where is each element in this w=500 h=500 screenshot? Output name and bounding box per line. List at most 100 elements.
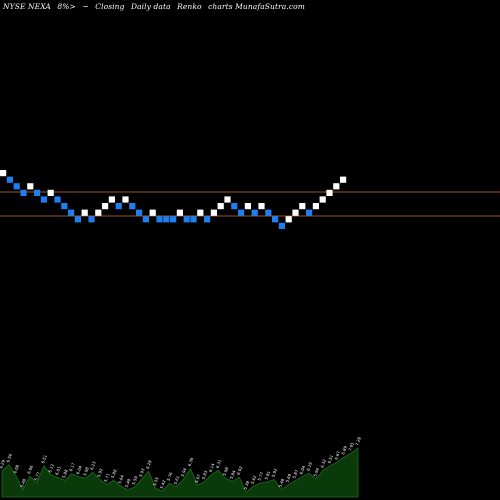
renko-brick-up: [333, 183, 340, 190]
renko-brick-down: [136, 209, 143, 216]
renko-brick-down: [278, 222, 285, 229]
volume-label: 5.55: [152, 476, 160, 487]
volume-label: 6.23: [89, 460, 97, 471]
renko-brick-down: [129, 203, 136, 210]
volume-label: 5.77: [257, 471, 265, 482]
volume-label: 6.56: [5, 453, 13, 464]
renko-brick-up: [108, 196, 115, 203]
volume-label: 5.88: [61, 468, 69, 479]
volume-label: 5.98: [82, 466, 90, 477]
renko-brick-down: [34, 189, 41, 196]
renko-brick-up: [340, 176, 347, 183]
renko-brick-up: [285, 216, 292, 223]
volume-label: 5.88: [110, 468, 118, 479]
arrow-label: ~: [82, 2, 89, 11]
volume-label: 7.28: [354, 436, 362, 447]
renko-brick-up: [217, 203, 224, 210]
volume-label: 5.64: [117, 474, 125, 485]
volume-label: 6.51: [40, 454, 48, 465]
chart-kind-label: Renko: [177, 2, 202, 11]
volume-label: 5.77: [33, 471, 41, 482]
renko-brick-down: [40, 196, 47, 203]
renko-brick-down: [13, 183, 20, 190]
renko-brick-down: [68, 209, 75, 216]
volume-label: 5.94: [180, 467, 188, 478]
renko-brick-up: [258, 203, 265, 210]
volume-label: 5.59: [131, 475, 139, 486]
renko-brick-up: [95, 209, 102, 216]
volume-label: 5.48: [277, 478, 285, 489]
volume-label: 5.67: [194, 473, 202, 484]
volume-label: 6.51: [326, 454, 334, 465]
renko-brick-up: [224, 196, 231, 203]
renko-brick-up: [244, 203, 251, 210]
renko-brick-up: [27, 183, 34, 190]
volume-label: 5.84: [229, 469, 237, 480]
volume-label: 5.38: [243, 480, 251, 491]
volume-label: 6.89: [340, 445, 348, 456]
reference-lines: [0, 191, 500, 217]
volume-label: 6.17: [68, 462, 76, 473]
volume-label: 5.92: [270, 467, 278, 478]
renko-brick-up: [102, 203, 109, 210]
chart-header: NYSE NEXA 8%> ~ Closing Daily data Renko…: [3, 2, 309, 11]
volume-label: 5.48: [19, 478, 27, 489]
volume-label: 6.06: [26, 464, 34, 475]
volume-label: 5.42: [159, 479, 167, 490]
volume-label: 5.83: [201, 469, 209, 480]
volume-label: 6.01: [54, 465, 62, 476]
renko-brick-up: [326, 189, 333, 196]
renko-brick-down: [190, 216, 197, 223]
volume-label: 6.02: [236, 465, 244, 476]
period-label: Daily data: [130, 2, 171, 11]
renko-brick-down: [265, 209, 272, 216]
renko-brick-down: [54, 196, 61, 203]
volume-label: 5.69: [284, 473, 292, 484]
renko-brick-down: [238, 209, 245, 216]
renko-brick-down: [115, 203, 122, 210]
renko-brick-down: [231, 203, 238, 210]
renko-brick-down: [74, 216, 81, 223]
renko-brick-down: [88, 216, 95, 223]
volume-label: 7.05: [347, 441, 355, 452]
volume-label: 6.29: [0, 459, 6, 470]
volume-label: 5.62: [250, 474, 258, 485]
volume-label: 5.87: [291, 469, 299, 480]
renko-brick-down: [6, 176, 13, 183]
pct-label: 8%>: [57, 2, 76, 11]
volume-label: 6.04: [298, 465, 306, 476]
renko-brick-down: [251, 209, 258, 216]
volume-label: 6.32: [319, 458, 327, 469]
renko-brick-up: [122, 196, 129, 203]
renko-brick-up: [299, 203, 306, 210]
renko-brick-down: [156, 216, 163, 223]
renko-bricks: [0, 170, 347, 229]
volume-label: 5.76: [166, 471, 174, 482]
volume-label: 5.81: [264, 470, 272, 481]
volume-label: 6.28: [145, 459, 153, 470]
renko-brick-up: [0, 170, 7, 177]
volume-label: 5.48: [124, 478, 132, 489]
volume-label: 6.14: [208, 462, 216, 473]
price-type-label: Closing: [95, 2, 125, 11]
renko-brick-down: [163, 216, 170, 223]
renko-brick-down: [306, 209, 313, 216]
volume-label: 5.71: [103, 472, 111, 483]
volume-label: 6.12: [47, 463, 55, 474]
volume-label: 6.04: [75, 465, 83, 476]
symbol-label: NYSE NEXA: [3, 2, 51, 11]
volume-label: 6.31: [215, 458, 223, 469]
volume-label: 6.19: [305, 461, 313, 472]
renko-brick-up: [210, 209, 217, 216]
volume-label: 5.93: [138, 467, 146, 478]
renko-brick-down: [204, 216, 211, 223]
renko-brick-down: [183, 216, 190, 223]
renko-brick-down: [142, 216, 149, 223]
volume-area-fill: [1, 447, 359, 498]
renko-brick-up: [312, 203, 319, 210]
renko-brick-up: [81, 209, 88, 216]
volume-label: 5.94: [312, 467, 320, 478]
volume-label: 6.08: [12, 464, 20, 475]
volume-label: 6.67: [333, 450, 341, 461]
